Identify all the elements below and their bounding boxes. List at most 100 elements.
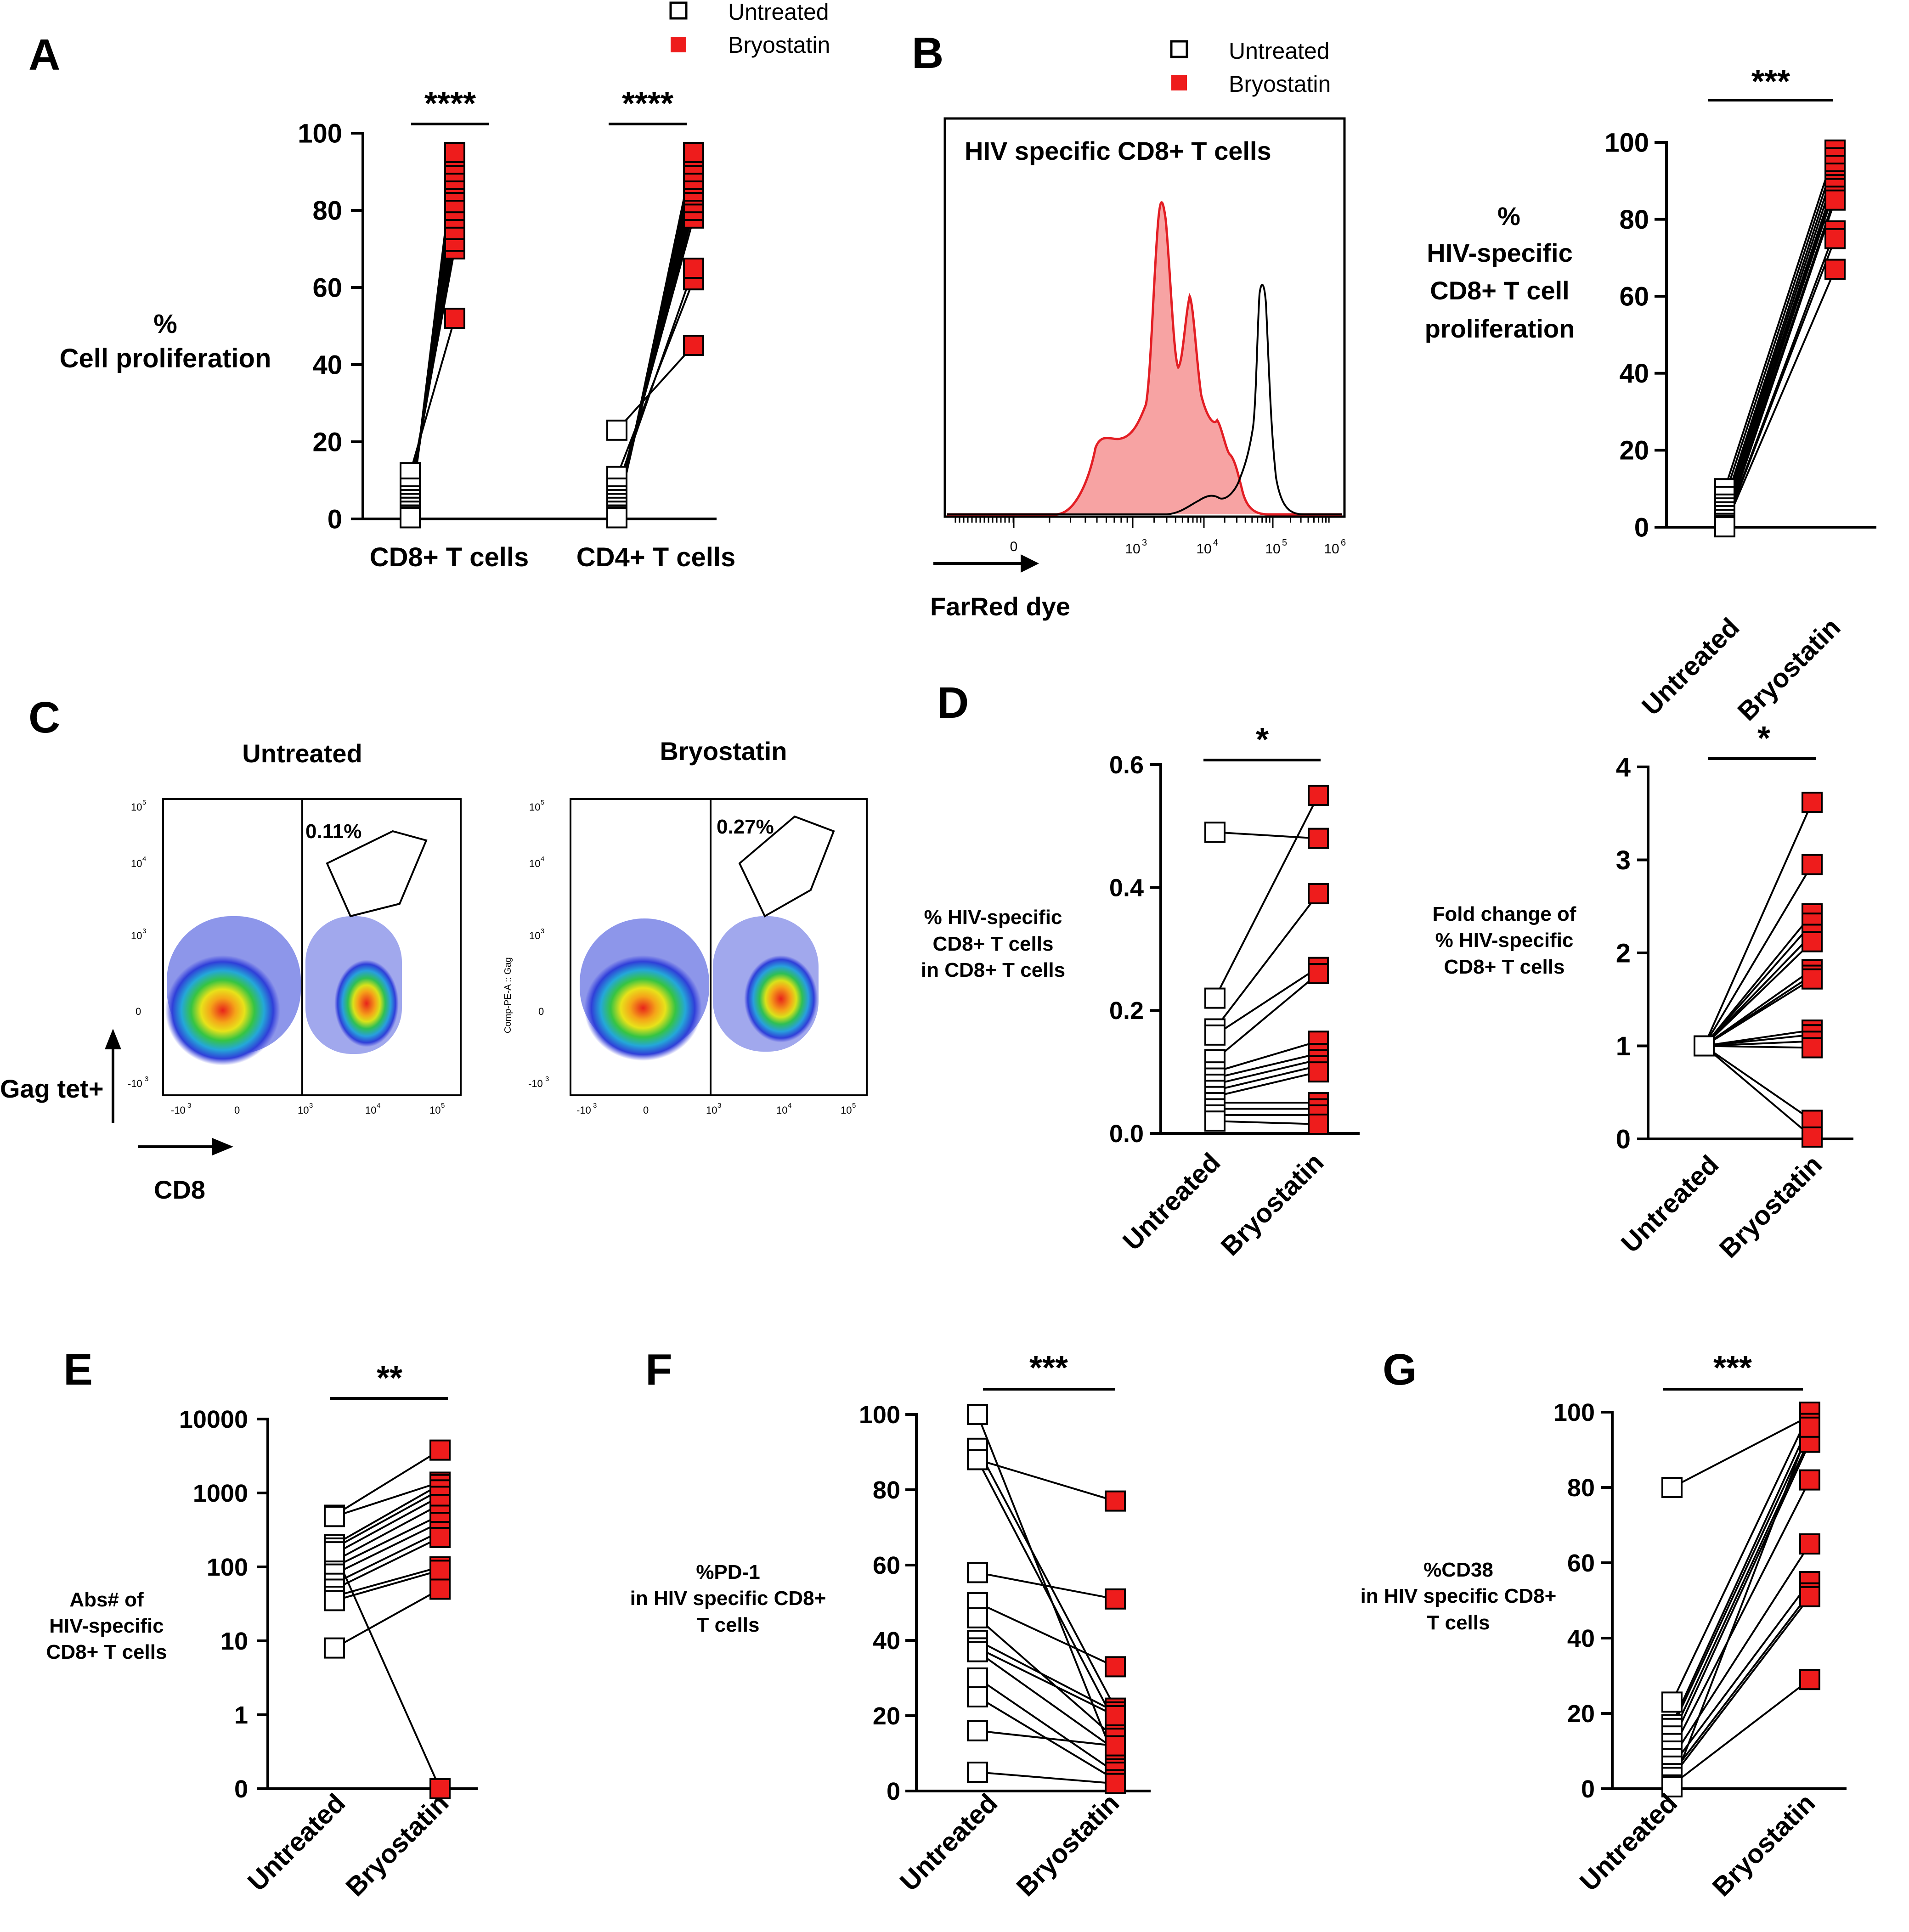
chart-a-group2-untreated-point-13 (606, 507, 627, 529)
chart-a-ytick-label-4: 80 (312, 196, 342, 225)
flow-plot-bryostatin-ytick-3: 10 (529, 930, 540, 941)
chart-d-right-bryostatin-point-0 (1802, 791, 1823, 813)
flow-plot-bryostatin-ytick-5-exp: 5 (541, 799, 544, 806)
chart-e-bryostatin-point-11 (429, 1560, 451, 1581)
chart-d-left-bryostatin-point-9 (1308, 1061, 1329, 1083)
chart-e-pair-line-7 (334, 1521, 441, 1575)
panel-d-left-ylabel-line3: in CD8+ T cells (921, 959, 1065, 981)
flow-plot-bryostatin-ytick-0: 0 (538, 1006, 544, 1017)
chart-b-ytick-label-3: 60 (1619, 282, 1649, 312)
panel-g-ylabel-line1: %CD38 (1423, 1559, 1493, 1581)
chart-f-untreated-point-6 (967, 1607, 988, 1628)
flow-plot-bryostatin-gate (738, 815, 835, 918)
chart-a-group2-pair-line-0 (616, 344, 695, 431)
chart-d-right-ytick-label-1: 1 (1616, 1031, 1631, 1061)
chart-d-left-ytick-label-1: 0.2 (1109, 997, 1144, 1025)
chart-f-pair-line-9 (977, 1650, 1116, 1751)
chart-d-left-pair-line-6 (1214, 1053, 1319, 1079)
flow-plot-untreated-xtick-3-exp: 3 (309, 1102, 313, 1110)
chart-a-ytick-label-3: 60 (312, 273, 342, 303)
histogram-b-bryostatin-fill (947, 202, 1342, 514)
chart-e-ytick-label-3: 100 (207, 1554, 248, 1581)
chart-g-ytick-label-1: 20 (1567, 1700, 1595, 1728)
flow-plot-bryostatin-ytick-m3: -10 (528, 1078, 543, 1089)
panel-letter-f: F (645, 1345, 672, 1394)
panel-d-left-ylabel-line2: CD8+ T cells (933, 933, 1054, 955)
chart-e-pair-line-8 (334, 1531, 441, 1584)
chart-f-ytick-label-1: 20 (873, 1702, 900, 1730)
chart-d-right-bryostatin-point-5 (1802, 931, 1823, 952)
chart-f-untreated-point-12 (967, 1720, 988, 1741)
chart-e-bryostatin-point-0 (429, 1439, 451, 1461)
chart-f-pair-line-3 (977, 1459, 1116, 1724)
panel-a-sig1: **** (424, 85, 476, 122)
histogram-b-bryostatin-line (947, 201, 1342, 516)
histogram-b-xtick-3-exp: 5 (1282, 538, 1287, 548)
chart-f-bryostatin-point-5 (1105, 1656, 1126, 1678)
panel-a-group2-label: CD4+ T cells (576, 542, 736, 572)
chart-b-pair-line-11 (1724, 269, 1836, 527)
panel-d-left-ylabel-line1: % HIV-specific (924, 906, 1062, 929)
chart-f-pair-line-6 (977, 1617, 1116, 1739)
flow-plot-bryostatin-ytick-4: 10 (529, 858, 540, 869)
chart-g-ytick-label-0: 0 (1581, 1775, 1595, 1803)
chart-a-group1-untreated-point-13 (400, 507, 421, 529)
legend-a-bryostatin-swatch (671, 37, 686, 52)
panel-e-ylabel-line3: CD8+ T cells (46, 1641, 167, 1663)
chart-e-pair-line-13 (333, 1551, 441, 1789)
chart-f-ytick-label-2: 40 (873, 1627, 900, 1655)
panel-d-right-sig: * (1757, 720, 1770, 757)
chart-g-untreated-point-1 (1661, 1691, 1683, 1713)
chart-g-pair-line-1 (1671, 1412, 1811, 1703)
panel-d-right-ylabel-line2: % HIV-specific (1435, 929, 1574, 952)
panel-c-title-left: Untreated (242, 739, 362, 768)
chart-d-right-pair-line-14 (1703, 1045, 1813, 1138)
chart-e-bryostatin-point-9 (429, 1526, 451, 1548)
chart-b-pair-line-6 (1724, 188, 1836, 520)
panel-d-right-xcat-bryostatin: Bryostatin (1713, 1149, 1828, 1264)
chart-g-pair-line-6 (1671, 1479, 1811, 1752)
chart-e-untreated-point-11 (324, 1590, 345, 1611)
chart-a-ytick-label-5: 100 (298, 118, 342, 148)
chart-e-untreated-point-12 (324, 1637, 345, 1659)
chart-f-pair-line-2 (977, 1459, 1116, 1502)
chart-e-pair-line-0 (333, 1449, 441, 1516)
panel-g-ylabel-line2: in HIV specific CD8+ (1361, 1585, 1557, 1607)
flow-plot-bryostatin: 0.27% Comp-PE-A :: Gag 10 5 10 4 10 3 0 -10… (503, 798, 868, 1116)
chart-e-pair-line-5 (334, 1504, 441, 1562)
chart-b-pair-line-10 (1724, 238, 1836, 527)
chart-d-right-bryostatin-point-14 (1802, 1126, 1823, 1148)
panel-letter-e: E (63, 1345, 93, 1394)
flow-plot-untreated-xtick-0: 0 (234, 1104, 240, 1116)
chart-f-untreated-point-0 (967, 1404, 988, 1425)
chart-d-right-bryostatin-point-1 (1802, 854, 1823, 875)
chart-e: 0 1 10 100 1000 10000 (179, 1406, 478, 1803)
panel-a-ylabel-line2: Cell proliferation (60, 344, 271, 373)
histogram-b-title: HIV specific CD8+ T cells (965, 136, 1271, 165)
flow-plot-bryostatin-comp-label: Comp-PE-A :: Gag (503, 957, 513, 1033)
chart-e-bryostatin-point-12 (429, 1578, 451, 1600)
histogram-b-arrow-head (1021, 554, 1039, 573)
flow-plot-bryostatin-xtick-m3-exp: 3 (593, 1102, 597, 1110)
chart-a: 0 20 40 60 80 100 (298, 118, 717, 534)
histogram-b-xtick-2-exp: 4 (1213, 538, 1218, 548)
chart-a-group1-bryostatin-point-13 (444, 142, 465, 163)
flow-plot-bryostatin-xtick-3-exp: 3 (717, 1102, 721, 1110)
chart-e-ytick-label-5: 10000 (179, 1406, 248, 1433)
chart-f-untreated-point-10 (967, 1667, 988, 1689)
panel-d-left-sig: * (1256, 721, 1269, 758)
flow-plot-bryostatin-xtick-0: 0 (643, 1104, 649, 1116)
flow-plot-untreated-xtick-m3: -10 (171, 1104, 186, 1116)
legend-b-untreated-label: Untreated (1229, 38, 1330, 64)
flow-plot-bryostatin-ytick-5: 10 (529, 801, 540, 813)
chart-f-ytick-label-0: 0 (887, 1778, 900, 1805)
chart-d-right: 0 1 2 3 4 (1616, 752, 1853, 1154)
panel-g-sig: *** (1713, 1350, 1752, 1386)
panel-c-yarrow-head (105, 1029, 121, 1049)
chart-a-group2-untreated-point-0 (606, 419, 627, 441)
chart-f-ytick-label-5: 100 (859, 1401, 900, 1429)
chart-f-bryostatin-point-8 (1105, 1705, 1126, 1726)
chart-d-left-bryostatin-point-1 (1308, 784, 1329, 806)
chart-e-pair-line-4 (334, 1495, 441, 1555)
chart-d-left-pair-line-7 (1214, 1059, 1319, 1085)
